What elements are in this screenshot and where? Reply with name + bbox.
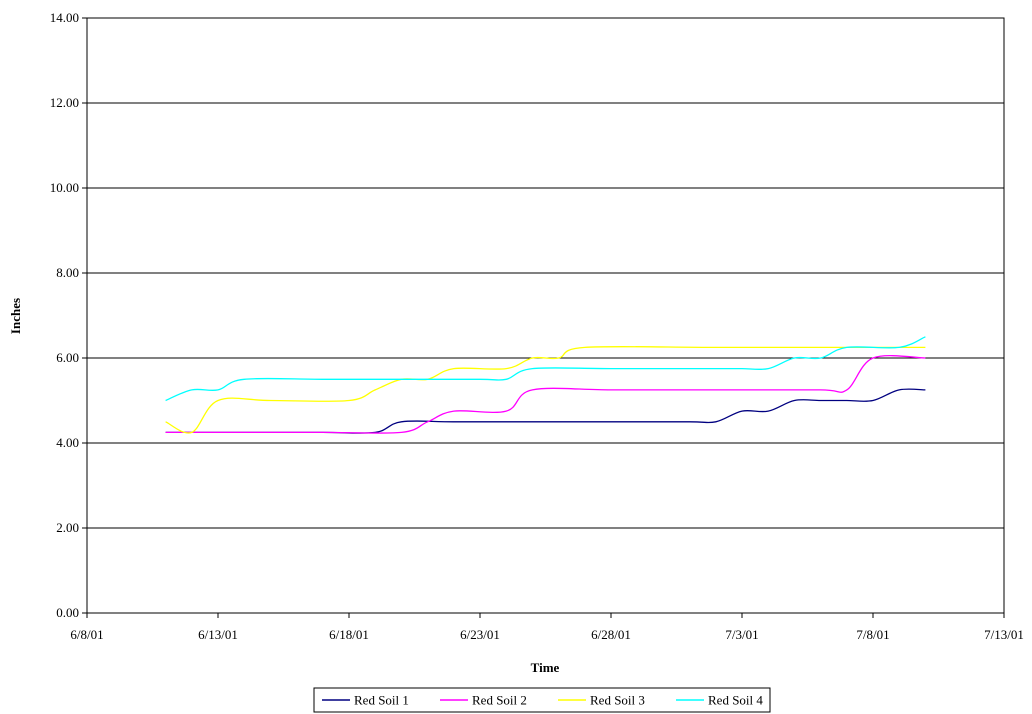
y-tick-label: 8.00	[56, 265, 79, 280]
x-tick-label: 6/8/01	[70, 627, 103, 642]
y-tick-label: 6.00	[56, 350, 79, 365]
y-tick-label: 2.00	[56, 520, 79, 535]
y-tick-label: 14.00	[50, 10, 79, 25]
y-axis-title: Inches	[8, 298, 23, 334]
series-line-3	[165, 345, 926, 434]
legend-label-4: Red Soil 4	[708, 693, 763, 708]
x-tick-label: 7/3/01	[725, 627, 758, 642]
series-line-4	[165, 336, 926, 402]
x-tick-label: 6/13/01	[198, 627, 238, 642]
plot-area	[86, 17, 1005, 614]
y-tick-label: 4.00	[56, 435, 79, 450]
x-tick-label: 7/8/01	[856, 627, 889, 642]
y-axis: 0.00 2.00 4.00 6.00 8.00 10.00 12.00 14.00	[50, 10, 87, 620]
legend: Red Soil 1 Red Soil 2 Red Soil 3 Red Soil 4	[313, 687, 771, 713]
legend-label-3: Red Soil 3	[590, 693, 645, 708]
legend-label-1: Red Soil 1	[354, 693, 409, 708]
legend-label-2: Red Soil 2	[472, 693, 527, 708]
y-tick-label: 12.00	[50, 95, 79, 110]
series-line-2	[165, 355, 926, 434]
x-axis: 6/8/01 6/13/01 6/18/01 6/23/01 6/28/01 7/3/01…	[70, 613, 1024, 642]
y-tick-label: 0.00	[56, 605, 79, 620]
x-tick-label: 6/18/01	[329, 627, 369, 642]
x-tick-label: 7/13/01	[984, 627, 1024, 642]
x-axis-title: Time	[531, 660, 560, 675]
series-layer	[165, 336, 926, 434]
y-tick-label: 10.00	[50, 180, 79, 195]
x-tick-label: 6/28/01	[591, 627, 631, 642]
x-tick-label: 6/23/01	[460, 627, 500, 642]
